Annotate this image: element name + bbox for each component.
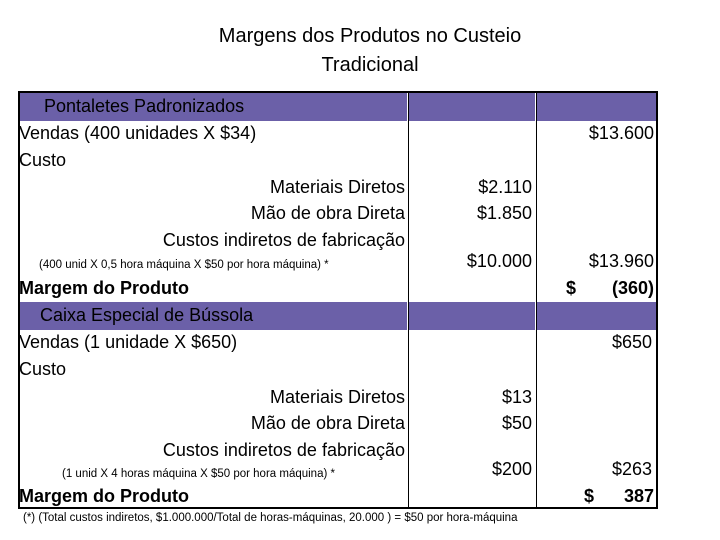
section-2-cost-label: Custo xyxy=(19,359,67,379)
section-2-item-value: $13 xyxy=(501,387,532,407)
section-2-band-mid xyxy=(409,302,535,330)
section-1-cost-total: $13.960 xyxy=(588,251,654,271)
column-divider-1 xyxy=(408,93,409,507)
section-1-cost-label: Custo xyxy=(19,150,67,170)
section-2-sales-total: $650 xyxy=(611,332,652,352)
section-2-overhead-note: (1 unid X 4 horas máquina X $50 por hora… xyxy=(62,468,335,480)
section-1-header: Pontaletes Padronizados xyxy=(44,96,245,116)
section-1-item-label: Custos indiretos de fabricação xyxy=(162,230,405,250)
section-2-overhead-value: $200 xyxy=(491,459,532,479)
section-2-item-value: $50 xyxy=(501,413,532,433)
margin-table xyxy=(18,91,658,509)
section-1-margin-value: (360) xyxy=(611,278,654,298)
section-2-header: Caixa Especial de Bússola xyxy=(40,305,254,325)
column-divider-2 xyxy=(536,93,537,507)
section-1-item-value: $1.850 xyxy=(476,203,532,223)
section-2-item-label: Custos indiretos de fabricação xyxy=(162,440,405,460)
title-line-1: Margens dos Produtos no Custeio xyxy=(218,25,522,47)
section-2-margin-value: 387 xyxy=(623,486,654,506)
section-2-margin-currency: $ xyxy=(584,486,595,506)
title-line-2: Tradicional xyxy=(321,54,419,76)
section-2-item-label: Materiais Diretos xyxy=(269,387,405,407)
section-2-band xyxy=(20,302,407,330)
section-2-item-label: Mão de obra Direta xyxy=(250,413,405,433)
section-2-cost-total: $263 xyxy=(611,459,652,479)
section-1-overhead-value: $10.000 xyxy=(466,251,532,271)
section-1-overhead-note: (400 unid X 0,5 hora máquina X $50 por h… xyxy=(39,259,329,271)
section-1-item-label: Mão de obra Direta xyxy=(250,203,405,223)
section-1-sales-total: $13.600 xyxy=(588,123,654,143)
section-1-item-label: Materiais Diretos xyxy=(269,177,405,197)
section-1-band xyxy=(20,93,407,121)
section-1-margin-currency: $ xyxy=(566,278,577,298)
section-2-sales-label: Vendas (1 unidade X $650) xyxy=(19,332,238,352)
section-2-margin-label: Margem do Produto xyxy=(19,486,189,506)
section-1-margin-label: Margem do Produto xyxy=(19,278,189,298)
page-title: Margens dos Produtos no Custeio Tradicio… xyxy=(170,22,570,80)
footnote: (*) (Total custos indiretos, $1.000.000/… xyxy=(23,512,518,524)
section-1-sales-label: Vendas (400 unidades X $34) xyxy=(19,123,257,143)
section-1-band-right xyxy=(537,93,656,121)
section-2-band-right xyxy=(537,302,656,330)
section-1-band-mid xyxy=(409,93,535,121)
section-1-item-value: $2.110 xyxy=(478,177,532,197)
